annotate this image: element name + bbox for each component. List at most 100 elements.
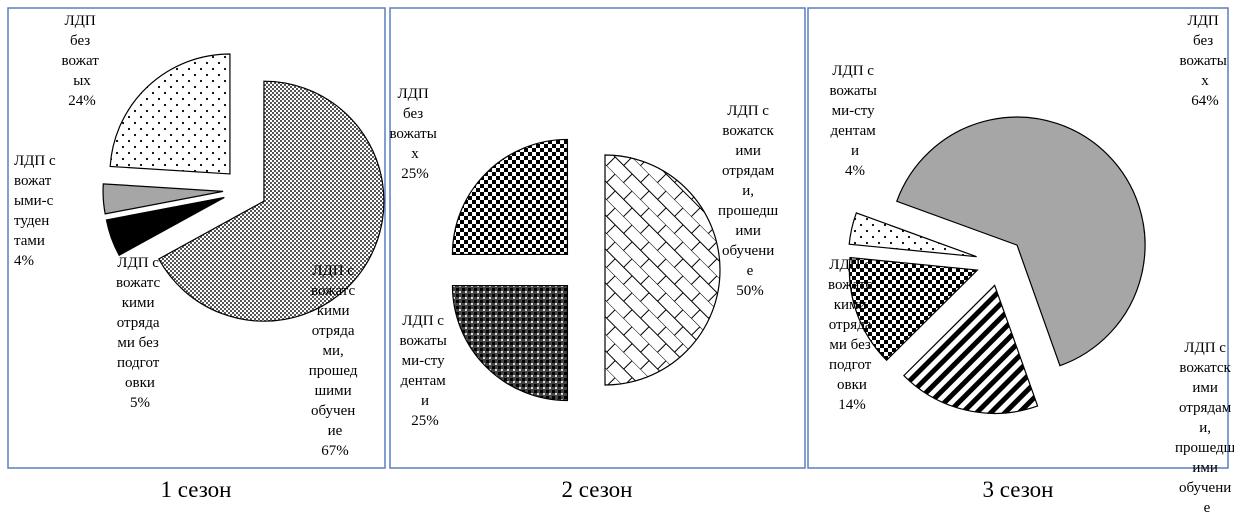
slice-label-line: кими [317, 303, 354, 319]
value-label: 14% [838, 397, 866, 413]
slice-label-line: ЛДП с [727, 103, 772, 119]
slice-label-line: отряда [312, 323, 358, 339]
pie-slice [451, 284, 569, 402]
slice-label-line: прошедш [718, 203, 782, 219]
slice-label-line: вожаты [399, 333, 450, 349]
slice-label-line: ие [328, 423, 343, 439]
slice-label-line: кими [834, 297, 871, 313]
slice-label-line: ЛДП с [117, 255, 162, 271]
slice-label-line: е [1204, 500, 1211, 515]
pie-slice [604, 154, 721, 386]
slice-label-line: шими [315, 383, 356, 399]
slice-label-line: дентам [831, 123, 880, 139]
slice-label-line: х [411, 146, 419, 162]
slice-label-line: ими [1192, 460, 1221, 476]
slice-label-line: прошедш [1175, 440, 1234, 456]
slice-label: ЛДП с вожатс кими отряда ми без подгот о… [828, 257, 876, 393]
slice-label-line: ЛДП [65, 13, 100, 29]
slice-label-line: ми без [829, 337, 874, 353]
slice-label-line: ими [735, 143, 764, 159]
value-label: 50% [736, 283, 764, 299]
slice-label-line: вожат [61, 53, 102, 69]
slice-label-line: туден [14, 213, 53, 229]
slice-label-line: ми без [117, 335, 162, 351]
slice-label: ЛДП с вожаты ми-сту дентам и [399, 313, 450, 409]
slice-label-line: и [421, 393, 429, 409]
slice-label-line: подгот [117, 355, 163, 371]
slice-label-line: вожат [14, 173, 55, 189]
slice-label-line: вожатс [311, 283, 359, 299]
slice-label: ЛДП с вожатск ими отрядам и, прошедш ими… [718, 103, 782, 279]
slice-label-line: без [70, 33, 94, 49]
slice-label-line: х [1201, 73, 1209, 89]
slice-label: ЛДП с вожаты ми-сту дентам и [829, 63, 880, 159]
slice-label-line: ЛДП с [832, 63, 877, 79]
value-label: 5% [130, 395, 150, 411]
slice-label-line: отрядам [1179, 400, 1234, 416]
slice-label-line: вожаты [829, 83, 880, 99]
slice-label-line: дентам [401, 373, 450, 389]
slice-label-line: ми-сту [832, 103, 879, 119]
slice-label-line: кими [122, 295, 159, 311]
slice-label: ЛДП с вожат ыми-с туден тами [14, 153, 59, 249]
slice-label-line: ми, [322, 343, 347, 359]
slice-label-line: без [403, 106, 427, 122]
pie-slice [105, 196, 225, 257]
slice-label-line: тами [14, 233, 45, 249]
pie-slice [903, 284, 1039, 414]
slice-label-line: ими [735, 223, 764, 239]
pie-slice [109, 53, 231, 175]
slice-label-line: овки [125, 375, 155, 391]
slice-label-line: ЛДП с [829, 257, 874, 273]
panel-border [807, 7, 1229, 469]
pie-slice [848, 256, 979, 362]
slice-label-line: вожаты [1179, 53, 1230, 69]
slice-label-line: ыми-с [14, 193, 57, 209]
slice-label-line: ЛДП с [14, 153, 59, 169]
pie-slice [102, 183, 224, 215]
slice-label-line: обучен [311, 403, 359, 419]
slice-label-line: вожатс [828, 277, 876, 293]
slice-label-line: обучени [1179, 480, 1234, 496]
value-label: 24% [68, 93, 96, 109]
slice-label: ЛДП без вожат ых [61, 13, 102, 89]
slice-label-line: отряда [117, 315, 163, 331]
slice-label-line: вожаты [389, 126, 440, 142]
slice-label-line: вожатск [722, 123, 777, 139]
pie-slice [848, 212, 977, 258]
slice-label-line: отряда [829, 317, 875, 333]
panel-border [7, 7, 386, 469]
slice-label-line: ЛДП с [312, 263, 357, 279]
slice-label-line: и [851, 143, 859, 159]
value-label: 25% [401, 166, 429, 182]
pie-slice [895, 116, 1146, 367]
slice-label-line: ими [1192, 380, 1221, 396]
chart-title: 1 сезон [161, 477, 232, 502]
slice-label: ЛДП без вожаты х [389, 86, 440, 162]
slice-label-line: без [1193, 33, 1217, 49]
value-label: 4% [845, 163, 865, 179]
slice-label: ЛДП с вожатск ими отрядам и, прошедш ими… [1175, 340, 1234, 515]
slice-label-line: вожатск [1179, 360, 1234, 376]
value-label: 25% [411, 413, 439, 429]
slice-label-line: ых [73, 73, 91, 89]
slice-label-line: и, [1199, 420, 1215, 436]
value-label: 67% [321, 443, 349, 459]
slice-label-line: ЛДП с [1184, 340, 1229, 356]
chart-title: 3 сезон [983, 477, 1054, 502]
pie-slice [451, 138, 569, 256]
value-label: 4% [14, 253, 34, 269]
chart-title: 2 сезон [562, 477, 633, 502]
slice-label-line: и, [742, 183, 758, 199]
slice-label-line: обучени [722, 243, 778, 259]
slice-label-line: прошед [309, 363, 361, 379]
slice-label-line: ми-сту [402, 353, 449, 369]
slice-label-line: е [747, 263, 754, 279]
slice-label-line: ЛДП с [402, 313, 447, 329]
slice-label-line: вожатс [116, 275, 164, 291]
panel-border [389, 7, 806, 469]
slice-label: ЛДП с вожатс кими отряда ми без подгот о… [116, 255, 164, 391]
slice-label-line: ЛДП [398, 86, 433, 102]
value-label: 64% [1191, 93, 1219, 109]
